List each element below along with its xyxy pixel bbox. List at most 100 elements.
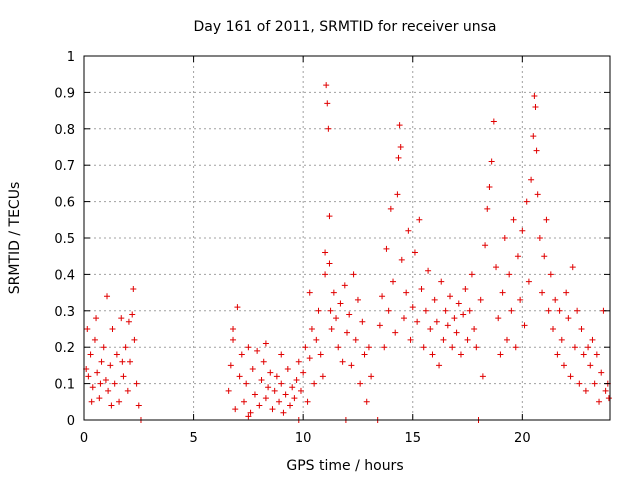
data-point (512, 344, 519, 351)
data-point (525, 278, 532, 285)
data-point (240, 398, 247, 405)
data-point (541, 253, 548, 260)
data-point (449, 344, 456, 351)
data-point (135, 402, 142, 409)
data-point (96, 395, 103, 402)
data-point (486, 184, 493, 191)
data-point (251, 391, 258, 398)
data-point (333, 315, 340, 322)
data-point (120, 373, 127, 380)
data-point (471, 326, 478, 332)
data-point (556, 307, 563, 314)
data-point (111, 380, 118, 387)
data-point (324, 100, 331, 107)
data-point (447, 293, 454, 300)
data-point (322, 271, 329, 278)
data-point (287, 402, 294, 409)
data-point (230, 326, 237, 332)
data-point (547, 271, 554, 278)
data-point (262, 340, 269, 347)
data-point (322, 249, 329, 256)
y-tick-label: 0.4 (54, 268, 75, 283)
data-point (414, 318, 421, 325)
data-point (315, 307, 322, 314)
data-point (550, 326, 557, 332)
data-point (330, 289, 337, 296)
data-point (348, 362, 355, 369)
data-point (593, 351, 600, 358)
data-point (506, 271, 513, 278)
data-point (493, 264, 500, 271)
data-point (416, 216, 423, 223)
data-point (325, 125, 332, 132)
data-point (438, 278, 445, 285)
data-point (585, 344, 592, 351)
data-point (395, 154, 402, 161)
data-point (297, 387, 304, 394)
data-point (477, 296, 484, 303)
data-point (403, 289, 410, 296)
data-point (265, 384, 272, 391)
data-point (346, 311, 353, 318)
data-point (462, 285, 469, 292)
y-tick-label: 0.9 (54, 86, 75, 101)
data-point (567, 373, 574, 380)
data-point (398, 256, 405, 263)
data-point (116, 398, 123, 405)
data-point (558, 336, 565, 343)
y-tick-label: 0.1 (54, 378, 75, 393)
data-point (291, 395, 298, 402)
data-point (563, 289, 570, 296)
data-point (278, 351, 285, 358)
data-point (495, 315, 502, 322)
data-point (479, 373, 486, 380)
data-point (122, 344, 129, 351)
data-point (453, 329, 460, 336)
data-point (451, 315, 458, 322)
data-point (323, 82, 330, 89)
data-point (262, 395, 269, 402)
data-point (254, 347, 261, 354)
data-point (97, 380, 104, 387)
data-point (499, 289, 506, 296)
data-point (534, 191, 541, 198)
y-tick-labels: 0 0.1 0.2 0.3 0.4 0.5 0.6 0.7 0.8 0.9 1 (54, 50, 75, 429)
data-point (533, 147, 540, 154)
x-tick-label: 15 (404, 431, 421, 446)
y-tick-label: 1 (67, 50, 75, 65)
data-point (100, 344, 107, 351)
data-point (280, 409, 287, 416)
data-point (420, 344, 427, 351)
data-point (109, 326, 116, 332)
data-point (300, 369, 307, 376)
data-point (94, 369, 101, 376)
y-tick-label: 0.5 (54, 232, 75, 247)
data-point (543, 216, 550, 223)
data-point (510, 216, 517, 223)
data-point (98, 358, 105, 365)
x-axis-label: GPS time / hours (286, 458, 403, 474)
data-point (88, 398, 95, 405)
data-point (328, 326, 335, 332)
x-tick-label: 10 (295, 431, 312, 446)
data-point (236, 373, 243, 380)
data-point (308, 326, 315, 332)
data-point (560, 362, 567, 369)
data-point (521, 322, 528, 329)
data-point (539, 289, 546, 296)
data-point (282, 391, 289, 398)
data-point (405, 227, 412, 234)
data-point (589, 336, 596, 343)
data-point (433, 318, 440, 325)
data-point (591, 380, 598, 387)
data-point (129, 311, 136, 318)
data-point (565, 315, 572, 322)
data-point (363, 398, 370, 405)
data-point (93, 315, 100, 322)
data-point (387, 205, 394, 212)
data-point (436, 362, 443, 369)
data-point (530, 133, 537, 140)
data-point (249, 366, 256, 373)
data-point (247, 409, 254, 416)
